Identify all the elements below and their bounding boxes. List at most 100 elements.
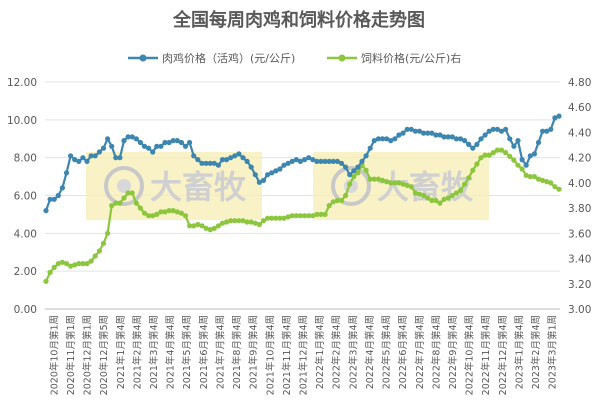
x-tick-label: 2022年2月第4周 bbox=[331, 315, 343, 389]
data-point bbox=[203, 225, 209, 231]
data-point bbox=[109, 143, 115, 149]
data-point bbox=[224, 219, 230, 225]
data-point bbox=[273, 215, 279, 221]
legend-label-broiler: 肉鸡价格（活鸡）(元/公斤) bbox=[162, 51, 295, 65]
data-point bbox=[211, 160, 217, 166]
data-point bbox=[433, 197, 439, 204]
data-point bbox=[154, 211, 160, 217]
data-point bbox=[100, 145, 107, 151]
data-point bbox=[191, 223, 197, 229]
data-point bbox=[470, 167, 476, 173]
right-tick-label: 3.60 bbox=[568, 228, 591, 240]
data-point bbox=[80, 155, 86, 161]
data-point bbox=[141, 143, 148, 149]
data-point bbox=[80, 261, 86, 267]
data-point bbox=[392, 180, 398, 186]
data-point bbox=[47, 269, 53, 275]
data-point bbox=[297, 158, 303, 164]
data-point bbox=[470, 145, 476, 151]
left-tick-label: 4.00 bbox=[14, 228, 37, 240]
data-point bbox=[162, 209, 168, 215]
data-point bbox=[453, 190, 459, 196]
data-point bbox=[277, 166, 283, 172]
data-point bbox=[63, 170, 70, 176]
data-point bbox=[334, 197, 340, 204]
x-tick-label: 2022年7月第4周 bbox=[414, 315, 426, 389]
data-point bbox=[318, 211, 324, 217]
data-point bbox=[277, 215, 283, 221]
data-point bbox=[404, 126, 410, 132]
data-point bbox=[359, 158, 365, 164]
data-point bbox=[199, 223, 205, 229]
data-point bbox=[437, 200, 443, 206]
legend-marker-broiler bbox=[139, 54, 147, 62]
data-point bbox=[363, 153, 369, 159]
data-point bbox=[121, 138, 127, 144]
data-point bbox=[260, 218, 267, 224]
data-point bbox=[400, 181, 406, 187]
watermark-left-text: 大畜牧 bbox=[150, 168, 247, 206]
data-point bbox=[523, 162, 529, 168]
data-point bbox=[322, 211, 328, 217]
x-tick-label: 2020年12月第1周 bbox=[82, 315, 94, 395]
data-point bbox=[511, 157, 517, 163]
left-axis: 0.00 2.00 4.00 6.00 8.00 10.00 12.00 bbox=[7, 77, 37, 316]
data-point bbox=[63, 261, 70, 267]
data-point bbox=[507, 153, 513, 159]
data-point bbox=[150, 149, 156, 155]
left-tick-label: 2.00 bbox=[14, 266, 37, 278]
data-point bbox=[105, 136, 111, 142]
x-tick-label: 2021年11月第4周 bbox=[281, 315, 293, 395]
watermark-right: 大畜牧 bbox=[313, 152, 489, 220]
x-tick-label: 2021年1月第4周 bbox=[115, 315, 127, 389]
data-point bbox=[462, 181, 468, 187]
data-point bbox=[498, 128, 505, 134]
data-point bbox=[478, 136, 484, 142]
data-point bbox=[55, 192, 61, 199]
data-point bbox=[72, 262, 78, 268]
x-tick-label: 2021年9月第4周 bbox=[248, 315, 260, 389]
watermark-left-logo bbox=[104, 166, 144, 206]
data-point bbox=[265, 172, 271, 178]
data-point bbox=[375, 136, 381, 142]
x-tick-label: 2022年4月第4周 bbox=[364, 315, 376, 389]
data-point bbox=[269, 215, 275, 221]
data-point bbox=[347, 181, 353, 187]
data-point bbox=[92, 253, 98, 259]
data-point bbox=[338, 197, 345, 204]
data-point bbox=[166, 139, 172, 146]
data-point bbox=[293, 157, 299, 163]
data-point bbox=[310, 157, 316, 163]
data-point bbox=[285, 160, 291, 166]
data-point bbox=[178, 210, 184, 216]
data-point bbox=[219, 157, 226, 163]
data-point bbox=[203, 160, 209, 166]
data-point bbox=[343, 192, 349, 199]
right-tick-label: 3.80 bbox=[568, 203, 591, 215]
data-point bbox=[355, 170, 361, 176]
data-point bbox=[371, 138, 377, 144]
data-point bbox=[396, 132, 402, 138]
data-point bbox=[170, 138, 176, 144]
data-point bbox=[302, 213, 308, 219]
data-point bbox=[129, 134, 135, 140]
data-point bbox=[433, 132, 439, 138]
data-point bbox=[330, 158, 336, 164]
data-point bbox=[437, 132, 443, 138]
x-tick-label: 2022年8月第4周 bbox=[430, 315, 442, 389]
watermark-right-text: 大畜牧 bbox=[377, 168, 474, 206]
data-point bbox=[412, 128, 418, 134]
right-tick-label: 3.40 bbox=[568, 254, 591, 266]
data-point bbox=[162, 139, 168, 146]
data-point bbox=[174, 209, 180, 215]
data-point bbox=[265, 215, 271, 221]
data-point bbox=[363, 167, 369, 173]
data-point bbox=[306, 213, 312, 219]
x-tick-label: 2023年2月第4周 bbox=[530, 315, 542, 389]
data-point bbox=[141, 210, 148, 216]
data-point bbox=[289, 213, 295, 219]
data-point bbox=[260, 177, 267, 183]
data-point bbox=[347, 172, 353, 178]
data-point bbox=[269, 170, 275, 176]
data-point bbox=[154, 143, 160, 149]
